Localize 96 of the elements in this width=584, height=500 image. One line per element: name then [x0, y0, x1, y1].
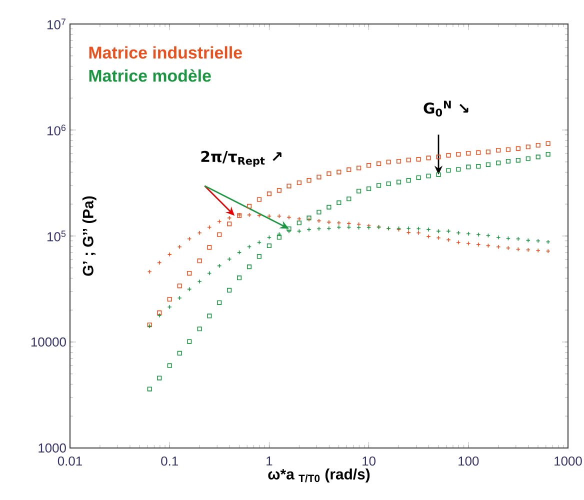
point [227, 222, 232, 226]
point [157, 310, 162, 315]
point [456, 167, 461, 172]
point [326, 171, 332, 176]
point [416, 157, 421, 162]
point [396, 158, 402, 164]
point [446, 168, 451, 173]
text: Matrice industrielle [89, 46, 242, 59]
point [366, 186, 372, 192]
x-axis-title: ω*a $_{T/T0}$ (rad/s) [268, 468, 370, 482]
point [147, 386, 152, 392]
point [207, 245, 212, 250]
point [386, 160, 391, 164]
point [376, 183, 382, 188]
point [246, 204, 252, 208]
point [256, 254, 262, 259]
point [306, 178, 312, 183]
point [346, 196, 352, 202]
point [406, 178, 411, 183]
point [227, 288, 232, 292]
point [266, 243, 272, 248]
y-tick-label: 1000 [38, 443, 66, 453]
point [426, 174, 431, 178]
y-tick-label: 10$^{7}$ [48, 18, 66, 30]
point [276, 235, 282, 240]
point [256, 197, 262, 202]
point [486, 162, 490, 167]
point [207, 314, 212, 318]
point [336, 200, 342, 206]
point [456, 152, 461, 157]
point [436, 154, 441, 160]
point [526, 144, 530, 150]
point [406, 158, 411, 162]
point [187, 339, 192, 344]
point [416, 175, 421, 180]
point [266, 192, 272, 196]
point [466, 150, 471, 156]
x-tick-label: 0.01 [58, 456, 82, 466]
point [356, 188, 362, 194]
point [177, 350, 182, 356]
point [396, 180, 402, 184]
point [217, 300, 222, 305]
point [506, 147, 510, 152]
x-tick-label: 10 [362, 456, 376, 466]
point [486, 150, 490, 154]
point [516, 158, 520, 163]
point [346, 167, 352, 172]
point [526, 156, 530, 161]
point [476, 150, 481, 155]
point [237, 276, 242, 280]
point [426, 156, 431, 160]
y-tick-label: 10$^{5}$ [48, 230, 66, 242]
x-tick-label: 0.1 [161, 456, 178, 466]
point [516, 146, 520, 151]
point [436, 172, 441, 177]
point [376, 161, 382, 166]
point [466, 164, 471, 170]
point [197, 258, 202, 264]
x-tick-label: 1000 [554, 456, 582, 466]
y-tick-label: 10000 [31, 337, 66, 347]
annotation: 2π/τ$_{Rept}$ ↗ [201, 150, 282, 167]
point [366, 163, 372, 168]
point [496, 148, 501, 153]
point [286, 226, 292, 232]
annotation: G$_{0}$$^{N}$ ↘ [424, 100, 468, 117]
point [197, 326, 202, 332]
y-axis-title: G’ ; G’’ (Pa) [82, 196, 96, 276]
point [316, 210, 322, 214]
x-tick-label: 100 [458, 456, 479, 466]
point [506, 158, 510, 164]
y-tick-label: 10$^{6}$ [48, 124, 66, 136]
point [386, 181, 391, 186]
point [446, 153, 451, 158]
point [536, 154, 540, 160]
point [286, 184, 292, 188]
point [326, 204, 332, 210]
point [167, 296, 172, 302]
point [496, 160, 501, 166]
point [476, 164, 481, 169]
point [356, 166, 362, 170]
point [157, 376, 162, 380]
point [336, 170, 342, 174]
point [246, 264, 252, 270]
point [316, 174, 322, 180]
point [536, 142, 540, 148]
point [546, 152, 550, 157]
text: Matrice modèle [89, 69, 211, 82]
point [276, 188, 282, 193]
point [177, 284, 182, 288]
point [167, 363, 172, 368]
point [296, 180, 302, 186]
point [187, 270, 192, 276]
point [296, 220, 302, 226]
x-tick-label: 1 [266, 456, 272, 466]
point [546, 141, 550, 146]
point [217, 232, 222, 237]
